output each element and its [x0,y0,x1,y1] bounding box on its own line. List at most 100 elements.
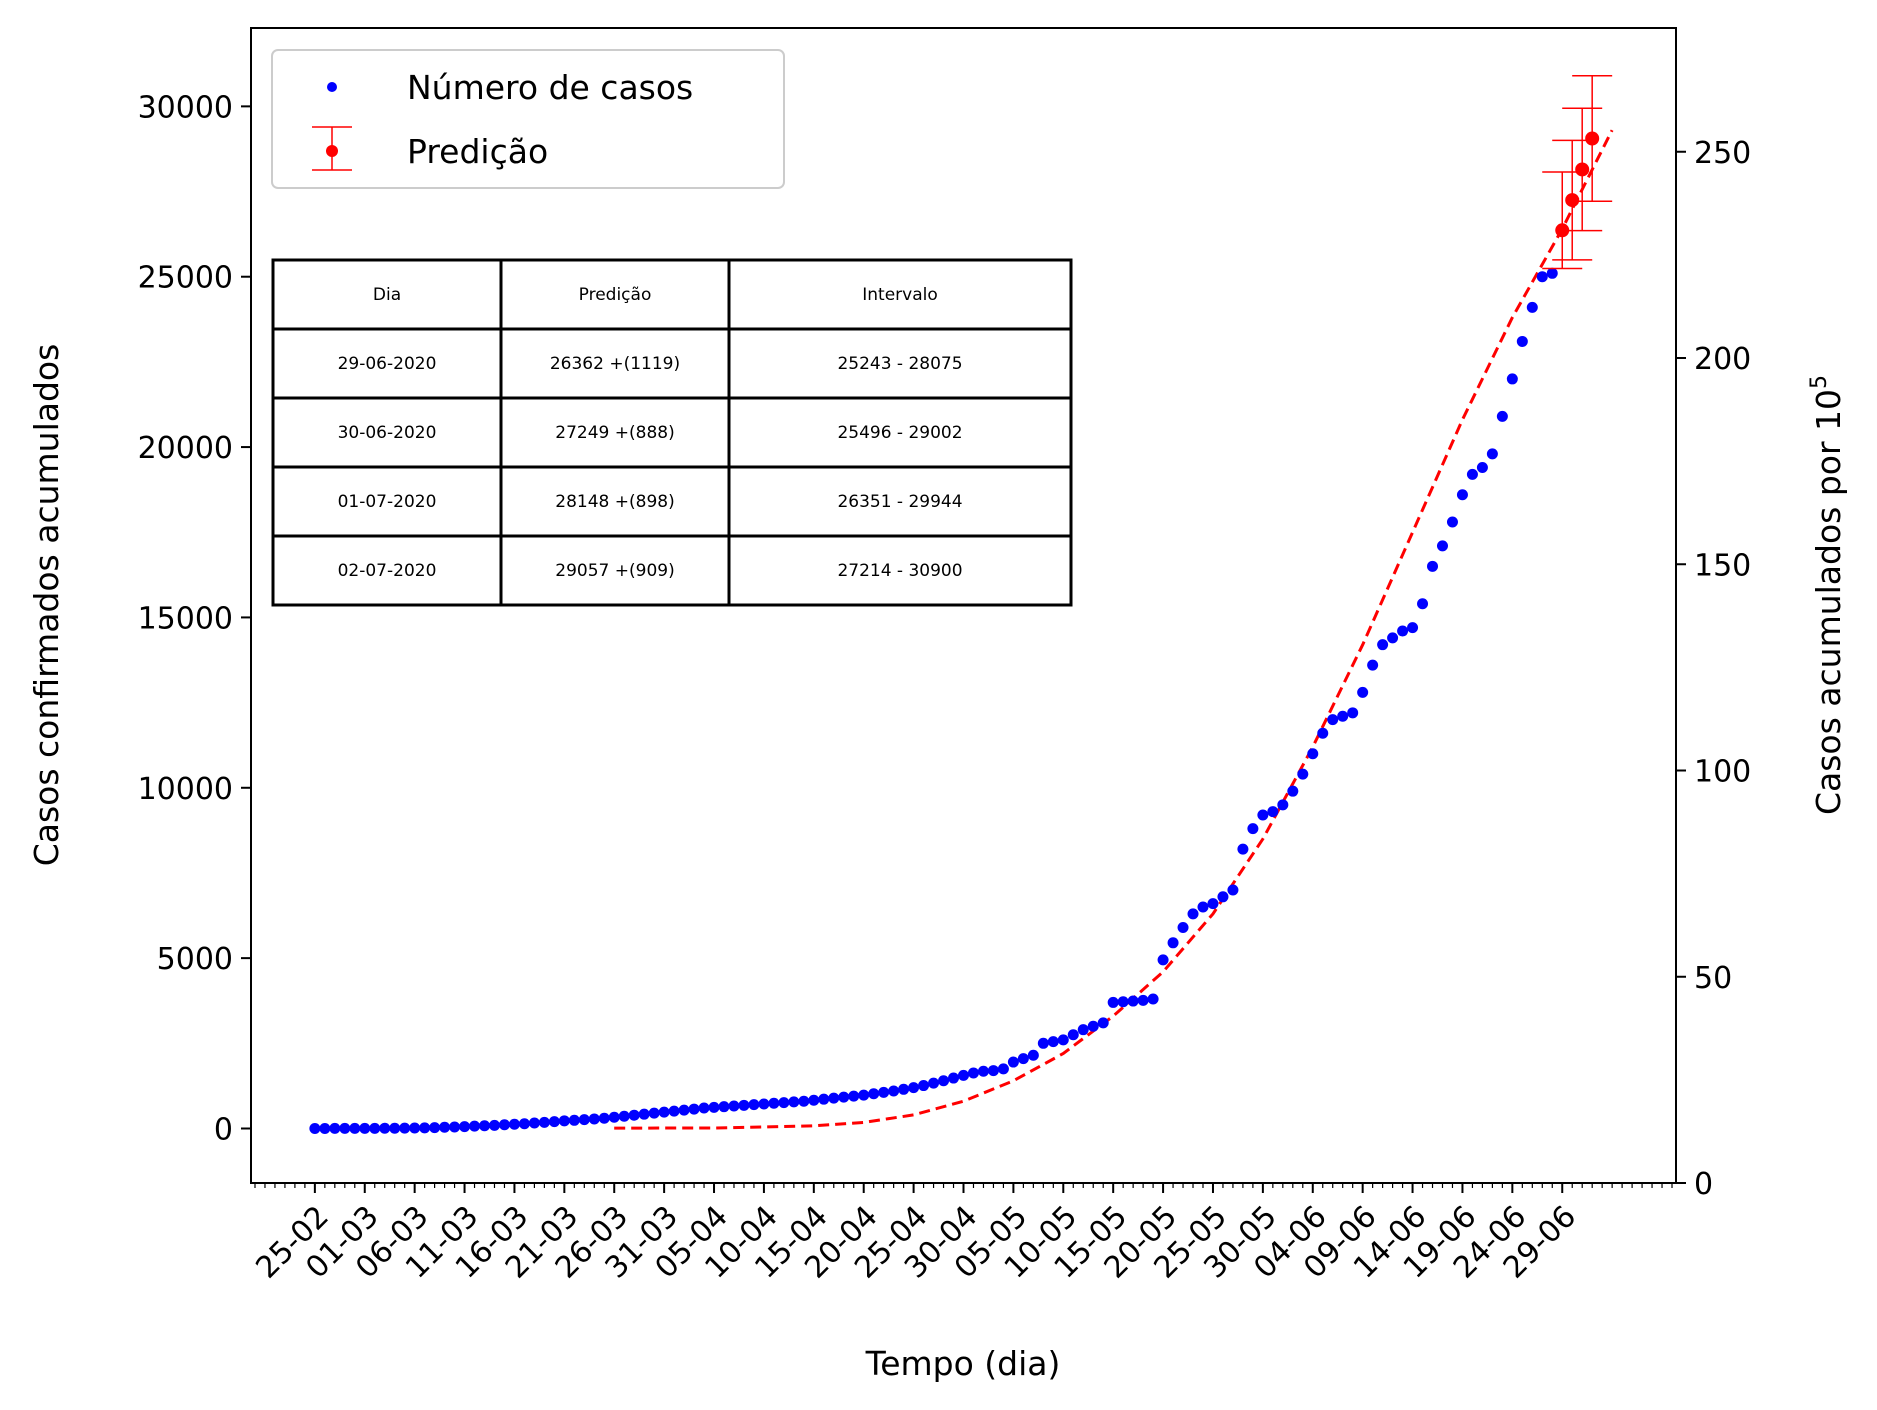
y-left-tick-label: 5000 [157,942,233,977]
observed-point [1327,714,1339,726]
observed-point [309,1122,321,1134]
observed-point [638,1108,650,1120]
observed-point [1197,901,1209,913]
observed-point [1347,707,1359,719]
observed-point [399,1122,411,1134]
observed-point [898,1083,910,1095]
observed-point [798,1095,810,1107]
prediction-marker [1585,131,1600,146]
svg-text:Casos acumulados por 105: Casos acumulados por 105 [1807,375,1848,815]
table-cell: 28148 +(898) [555,492,674,512]
observed-point [997,1063,1009,1075]
observed-point [349,1122,361,1134]
observed-point [329,1122,341,1134]
observed-point [1357,686,1369,698]
observed-point [628,1109,640,1121]
observed-point [518,1118,530,1130]
observed-point [1017,1053,1029,1065]
observed-point [958,1069,969,1081]
observed-point [948,1072,960,1084]
observed-point [708,1101,720,1113]
table-cell: 02-07-2020 [338,561,437,581]
observed-point [1027,1049,1039,1061]
observed-point [1247,823,1259,835]
observed-point [1297,768,1309,780]
observed-point [987,1065,999,1077]
observed-point [508,1118,520,1130]
observed-point [1287,785,1299,797]
observed-point [908,1082,920,1094]
table-cell: 30-06-2020 [338,423,437,443]
observed-point [369,1122,381,1134]
y-right-tick-label: 50 [1694,961,1732,996]
y-axis-right-title: Casos acumulados por 105 [1807,375,1848,815]
observed-point [488,1119,500,1131]
observed-point [848,1090,860,1102]
y-axis-right-title-exponent: 5 [1807,375,1832,389]
observed-point [928,1077,940,1089]
y-right-tick-label: 0 [1694,1167,1713,1202]
legend: Número de casos Predição [271,49,785,189]
observed-point [778,1097,790,1109]
observed-point [339,1122,351,1134]
table-header-intervalo: Intervalo [862,285,938,305]
observed-point [728,1100,740,1112]
observed-series [309,267,1558,1134]
observed-point [1387,632,1399,644]
observed-point [1127,995,1139,1007]
legend-box [271,49,785,189]
observed-point [1137,994,1149,1006]
observed-point [1117,996,1129,1008]
observed-point [1397,625,1409,637]
plot-frame [250,27,1677,1184]
observed-point [1157,954,1169,966]
observed-point [1506,373,1518,385]
observed-point [1237,843,1249,855]
observed-point [1097,1017,1109,1029]
observed-point [828,1092,840,1104]
observed-point [1486,448,1498,460]
observed-point [389,1122,401,1134]
y-axis-left-title: Casos confirmados acumulados [27,344,66,867]
observed-point [528,1117,540,1129]
table-cell: 25496 - 29002 [837,423,962,443]
observed-point [1077,1024,1089,1036]
y-left-tick-label: 30000 [138,90,233,125]
y-axis-right-title-main: Casos acumulados por 10 [1809,389,1848,815]
legend-label-prediction: Predição [407,132,548,171]
observed-point [449,1121,461,1133]
observed-point [379,1122,391,1134]
table-cell: 27214 - 30900 [837,561,962,581]
observed-point [1067,1029,1079,1041]
observed-point [1427,560,1439,572]
observed-point [568,1114,580,1126]
observed-point [1037,1037,1049,1049]
observed-point [967,1067,979,1079]
observed-point [598,1112,610,1124]
observed-point [578,1114,590,1126]
observed-point [1167,937,1179,949]
observed-point [1267,806,1279,818]
y-axis-left-ticks: 0 5000 10000 15000 20000 25000 30000 [138,90,251,1147]
observed-point [818,1093,830,1105]
observed-point [1496,410,1508,422]
observed-point [548,1116,560,1128]
observed-point [409,1122,421,1134]
legend-label-observed: Número de casos [407,68,693,107]
observed-point [498,1119,510,1131]
observed-point [538,1116,550,1128]
observed-point [1217,891,1229,903]
y-right-tick-label: 200 [1694,342,1751,377]
observed-point [698,1102,710,1114]
y-right-tick-label: 250 [1694,136,1751,171]
legend-marker-observed [327,82,337,92]
prediction-series [1542,74,1613,270]
observed-point [1456,489,1468,501]
table-frame [271,258,1073,607]
observed-point [1207,898,1219,910]
prediction-marker [1565,193,1580,208]
observed-point [1367,659,1379,671]
prediction-marker [1575,162,1590,177]
